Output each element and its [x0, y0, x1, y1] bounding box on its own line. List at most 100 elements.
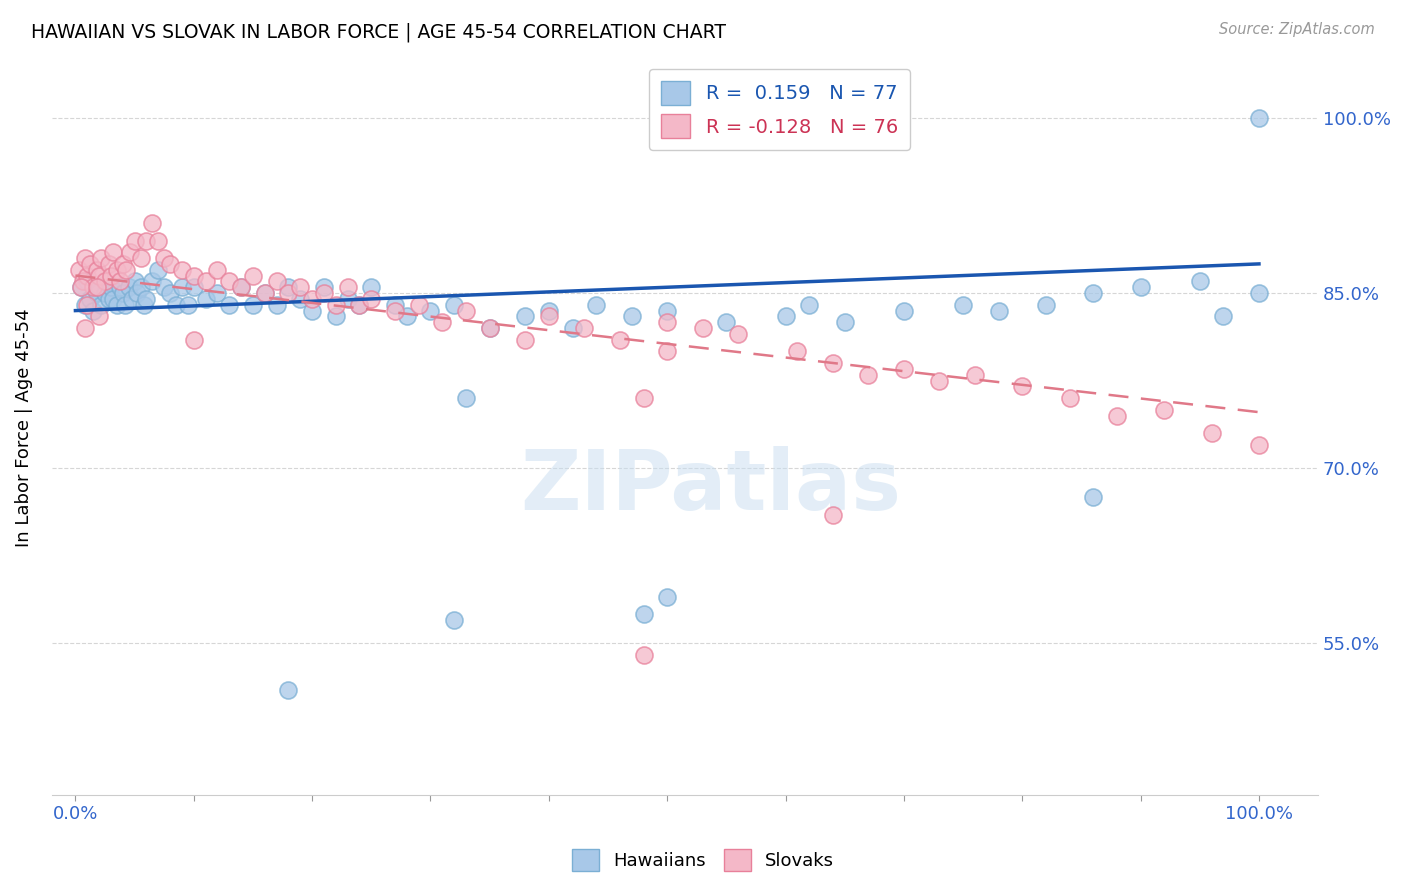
Point	[159, 257, 181, 271]
Point	[727, 326, 749, 341]
Point	[105, 298, 128, 312]
Point	[290, 292, 312, 306]
Point	[1153, 402, 1175, 417]
Point	[928, 374, 950, 388]
Point	[114, 298, 136, 312]
Point	[312, 280, 335, 294]
Point	[266, 274, 288, 288]
Point	[325, 298, 347, 312]
Point	[110, 274, 132, 288]
Point	[454, 303, 477, 318]
Point	[118, 245, 141, 260]
Point	[443, 613, 465, 627]
Point	[135, 234, 157, 248]
Point	[218, 274, 240, 288]
Point	[893, 303, 915, 318]
Point	[148, 234, 170, 248]
Point	[82, 303, 104, 318]
Point	[454, 391, 477, 405]
Point	[170, 262, 193, 277]
Point	[97, 292, 120, 306]
Point	[1247, 438, 1270, 452]
Point	[73, 298, 96, 312]
Point	[70, 280, 93, 294]
Point	[72, 274, 94, 288]
Point	[821, 508, 844, 522]
Point	[70, 280, 93, 294]
Point	[97, 257, 120, 271]
Point	[118, 280, 141, 294]
Point	[657, 315, 679, 329]
Point	[478, 321, 501, 335]
Point	[242, 268, 264, 283]
Point	[86, 286, 108, 301]
Point	[349, 298, 371, 312]
Point	[183, 268, 205, 283]
Point	[478, 321, 501, 335]
Point	[775, 310, 797, 324]
Point	[290, 280, 312, 294]
Point	[82, 280, 104, 294]
Point	[218, 298, 240, 312]
Point	[76, 274, 98, 288]
Point	[207, 286, 229, 301]
Point	[253, 286, 276, 301]
Point	[76, 298, 98, 312]
Point	[115, 262, 138, 277]
Point	[395, 310, 418, 324]
Point	[194, 274, 217, 288]
Point	[1011, 379, 1033, 393]
Point	[111, 257, 134, 271]
Legend: R =  0.159   N = 77, R = -0.128   N = 76: R = 0.159 N = 77, R = -0.128 N = 76	[650, 70, 910, 150]
Point	[515, 333, 537, 347]
Point	[194, 292, 217, 306]
Point	[384, 303, 406, 318]
Point	[893, 362, 915, 376]
Point	[301, 292, 323, 306]
Point	[100, 268, 122, 283]
Point	[277, 280, 299, 294]
Point	[242, 298, 264, 312]
Point	[515, 310, 537, 324]
Point	[537, 303, 560, 318]
Text: HAWAIIAN VS SLOVAK IN LABOR FORCE | AGE 45-54 CORRELATION CHART: HAWAIIAN VS SLOVAK IN LABOR FORCE | AGE …	[31, 22, 725, 42]
Point	[716, 315, 738, 329]
Point	[105, 262, 128, 277]
Point	[159, 286, 181, 301]
Point	[325, 310, 347, 324]
Point	[987, 303, 1010, 318]
Y-axis label: In Labor Force | Age 45-54: In Labor Force | Age 45-54	[15, 308, 32, 547]
Point	[76, 268, 98, 283]
Point	[799, 298, 821, 312]
Point	[86, 280, 108, 294]
Point	[408, 298, 430, 312]
Point	[141, 274, 163, 288]
Point	[858, 368, 880, 382]
Point	[1059, 391, 1081, 405]
Point	[360, 280, 382, 294]
Point	[692, 321, 714, 335]
Point	[963, 368, 986, 382]
Text: Source: ZipAtlas.com: Source: ZipAtlas.com	[1219, 22, 1375, 37]
Point	[121, 292, 143, 306]
Point	[574, 321, 596, 335]
Point	[336, 280, 359, 294]
Point	[67, 262, 90, 277]
Point	[384, 298, 406, 312]
Point	[301, 303, 323, 318]
Point	[183, 280, 205, 294]
Point	[266, 298, 288, 312]
Point	[79, 292, 101, 306]
Point	[73, 321, 96, 335]
Point	[153, 251, 176, 265]
Point	[253, 286, 276, 301]
Point	[620, 310, 643, 324]
Point	[229, 280, 252, 294]
Point	[786, 344, 808, 359]
Legend: Hawaiians, Slovaks: Hawaiians, Slovaks	[564, 842, 842, 879]
Point	[135, 292, 157, 306]
Point	[657, 344, 679, 359]
Point	[1035, 298, 1057, 312]
Point	[124, 234, 146, 248]
Point	[87, 280, 110, 294]
